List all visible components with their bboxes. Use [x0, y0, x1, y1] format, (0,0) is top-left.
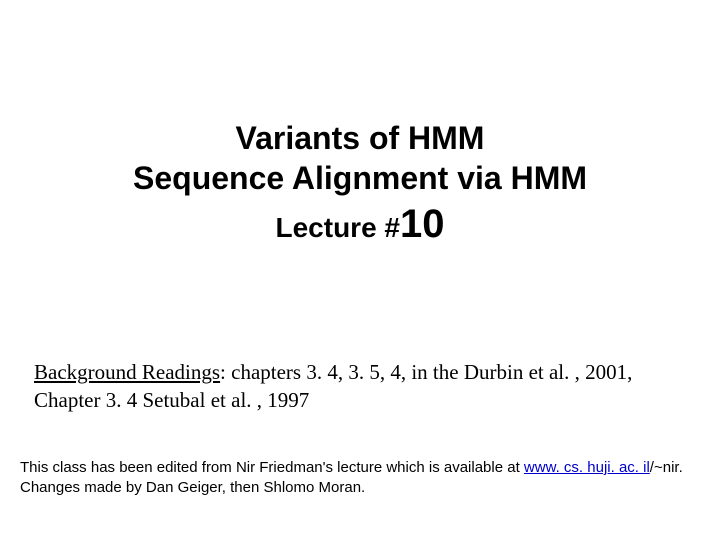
lecture-prefix: Lecture #: [276, 212, 401, 243]
lecture-number: 10: [400, 202, 445, 246]
title-line-1: Variants of HMM: [0, 118, 720, 158]
background-readings: Background Readings: chapters 3. 4, 3. 5…: [34, 358, 684, 415]
credits: This class has been edited from Nir Frie…: [20, 458, 700, 499]
credits-pre: This class has been edited from Nir Frie…: [20, 459, 524, 476]
credits-link[interactable]: www. cs. huji. ac. il: [524, 459, 650, 476]
lecture-line: Lecture #10: [0, 202, 720, 247]
slide: Variants of HMM Sequence Alignment via H…: [0, 0, 720, 540]
title-line-2: Sequence Alignment via HMM: [0, 158, 720, 198]
title-block: Variants of HMM Sequence Alignment via H…: [0, 118, 720, 247]
readings-label: Background Readings: [34, 360, 220, 384]
